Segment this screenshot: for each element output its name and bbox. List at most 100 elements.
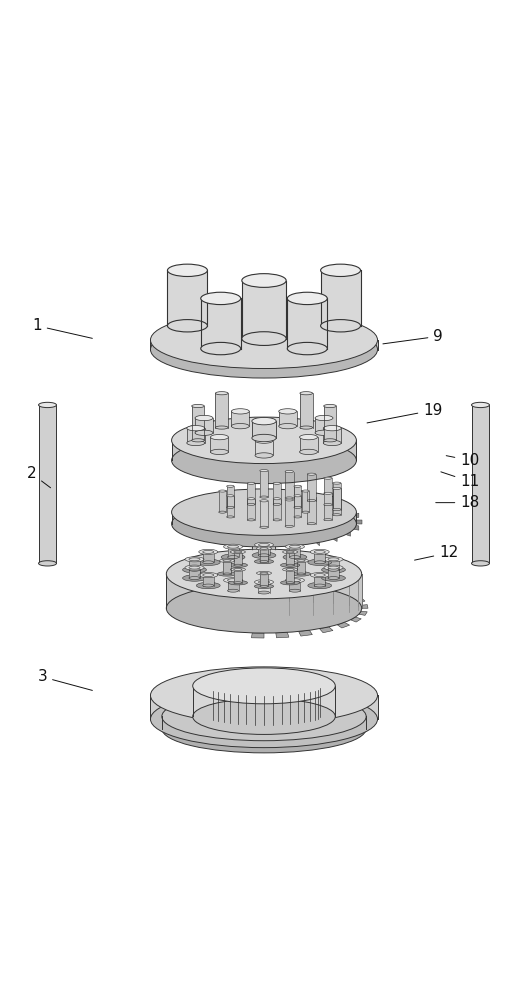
Ellipse shape — [320, 320, 361, 332]
Ellipse shape — [162, 704, 366, 753]
Ellipse shape — [260, 526, 268, 528]
Ellipse shape — [228, 589, 239, 592]
Ellipse shape — [231, 409, 249, 414]
Ellipse shape — [228, 579, 239, 582]
Ellipse shape — [315, 430, 333, 435]
Polygon shape — [344, 591, 356, 597]
Polygon shape — [302, 491, 309, 512]
Ellipse shape — [282, 568, 298, 571]
Polygon shape — [300, 393, 313, 428]
Ellipse shape — [333, 487, 341, 489]
Polygon shape — [242, 281, 286, 339]
Polygon shape — [260, 471, 268, 497]
Ellipse shape — [150, 321, 378, 378]
Ellipse shape — [280, 563, 300, 567]
Text: 2: 2 — [27, 466, 51, 488]
Ellipse shape — [273, 519, 280, 521]
Ellipse shape — [273, 498, 280, 500]
Ellipse shape — [273, 482, 280, 484]
Polygon shape — [252, 493, 253, 501]
Ellipse shape — [162, 692, 366, 741]
Polygon shape — [297, 541, 299, 549]
Ellipse shape — [172, 437, 356, 484]
Ellipse shape — [324, 519, 332, 521]
Ellipse shape — [279, 424, 297, 429]
Ellipse shape — [195, 415, 213, 421]
Ellipse shape — [310, 573, 329, 578]
Ellipse shape — [203, 584, 214, 587]
Ellipse shape — [297, 560, 305, 562]
Polygon shape — [193, 686, 335, 716]
Polygon shape — [279, 411, 297, 426]
Polygon shape — [228, 547, 239, 557]
Ellipse shape — [280, 580, 300, 585]
Ellipse shape — [324, 565, 343, 570]
Ellipse shape — [260, 470, 268, 472]
Ellipse shape — [286, 564, 294, 566]
Polygon shape — [472, 405, 489, 563]
Ellipse shape — [203, 550, 214, 553]
Ellipse shape — [228, 580, 248, 585]
Ellipse shape — [196, 582, 220, 589]
Polygon shape — [219, 491, 226, 512]
Ellipse shape — [307, 500, 316, 502]
Polygon shape — [333, 488, 341, 515]
Ellipse shape — [294, 559, 308, 562]
Polygon shape — [299, 437, 317, 452]
Text: 10: 10 — [446, 453, 479, 468]
Polygon shape — [234, 569, 242, 583]
Text: 9: 9 — [383, 329, 443, 344]
Polygon shape — [354, 525, 359, 530]
Ellipse shape — [248, 498, 255, 500]
Polygon shape — [234, 552, 242, 565]
Ellipse shape — [193, 699, 335, 734]
Ellipse shape — [218, 572, 237, 576]
Ellipse shape — [285, 525, 294, 527]
Ellipse shape — [333, 514, 341, 516]
Polygon shape — [259, 582, 269, 593]
Ellipse shape — [315, 415, 333, 421]
Ellipse shape — [228, 545, 239, 548]
Ellipse shape — [242, 274, 286, 287]
Ellipse shape — [201, 342, 241, 355]
Ellipse shape — [199, 573, 218, 578]
Ellipse shape — [192, 439, 204, 442]
Ellipse shape — [300, 426, 313, 429]
Polygon shape — [333, 483, 341, 510]
Polygon shape — [189, 568, 200, 578]
Ellipse shape — [328, 568, 339, 571]
Ellipse shape — [230, 568, 246, 571]
Ellipse shape — [248, 503, 255, 505]
Ellipse shape — [39, 402, 56, 408]
Polygon shape — [252, 543, 253, 550]
Ellipse shape — [314, 584, 325, 587]
Polygon shape — [167, 270, 208, 326]
Ellipse shape — [324, 504, 332, 506]
Ellipse shape — [39, 561, 56, 566]
Polygon shape — [285, 472, 294, 498]
Text: 3: 3 — [37, 669, 92, 690]
Ellipse shape — [189, 558, 200, 561]
Ellipse shape — [299, 434, 317, 440]
Ellipse shape — [302, 511, 309, 513]
Ellipse shape — [223, 573, 231, 575]
Polygon shape — [192, 406, 204, 440]
Ellipse shape — [183, 567, 206, 573]
Polygon shape — [294, 496, 301, 517]
Ellipse shape — [219, 490, 226, 492]
Ellipse shape — [323, 426, 341, 431]
Ellipse shape — [285, 470, 294, 473]
Ellipse shape — [228, 563, 248, 567]
Ellipse shape — [260, 496, 268, 498]
Ellipse shape — [166, 583, 362, 633]
Ellipse shape — [294, 516, 301, 518]
Polygon shape — [203, 575, 214, 586]
Polygon shape — [189, 559, 200, 570]
Polygon shape — [356, 520, 362, 524]
Ellipse shape — [283, 588, 307, 594]
Ellipse shape — [201, 292, 241, 305]
Ellipse shape — [187, 440, 205, 446]
Ellipse shape — [252, 552, 276, 558]
Polygon shape — [162, 716, 366, 729]
Ellipse shape — [215, 392, 228, 395]
